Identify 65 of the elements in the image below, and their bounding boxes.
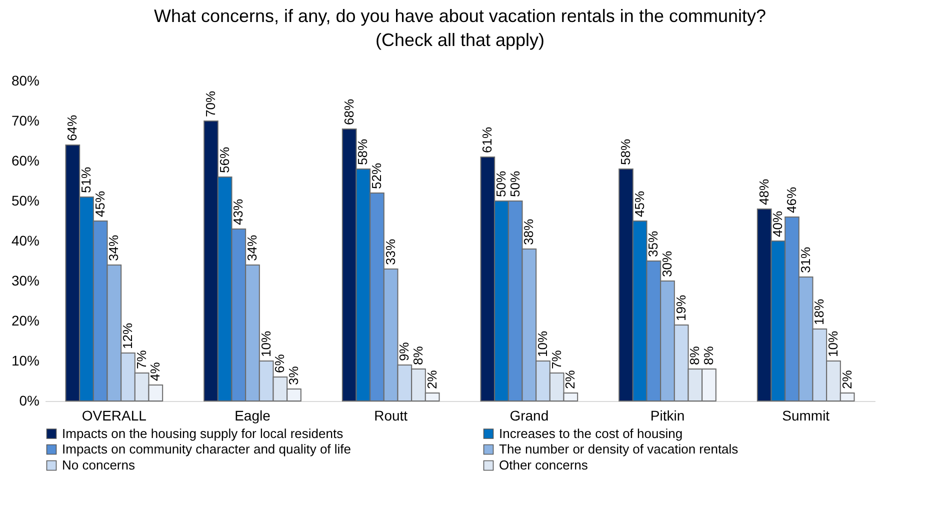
data-label: 10% [826,330,840,357]
data-label: 58% [355,138,370,165]
data-label: 19% [673,294,688,321]
chart-subtitle: (Check all that apply) [375,30,545,50]
data-label: 10% [535,330,550,357]
data-label: 52% [369,162,384,189]
data-label: 58% [618,138,633,165]
data-label: 34% [244,234,260,261]
data-label: 7% [134,350,149,369]
legend-label: Increases to the cost of housing [499,426,683,441]
legend-label: Impacts on the housing supply for local residents [62,426,344,441]
data-label: 18% [812,298,827,325]
data-label: 30% [660,250,674,277]
y-tick-label: 80% [11,72,40,88]
data-label: 31% [798,246,813,273]
data-label: 48% [756,178,772,205]
y-tick-label: 60% [11,152,40,168]
x-tick-label: OVERALL [82,408,147,424]
data-label: 2% [424,370,440,389]
x-tick-label: Routt [374,408,408,424]
data-label: 35% [646,230,661,257]
y-tick-label: 30% [11,272,40,288]
data-label: 2% [562,370,578,389]
data-label: 3% [286,366,301,385]
data-label: 12% [120,322,135,349]
y-tick-label: 40% [11,232,40,248]
data-label: 6% [272,354,288,373]
data-label: 61% [480,126,495,153]
data-label: 33% [382,238,398,265]
data-label: 43% [230,198,246,225]
data-label: 34% [106,234,122,261]
data-label: 8% [410,346,426,365]
data-label: 8% [687,346,702,365]
data-label: 46% [784,186,799,213]
y-tick-label: 50% [11,192,40,208]
y-tick-label: 20% [11,312,40,328]
y-tick-label: 70% [11,112,40,128]
data-label: 45% [632,190,647,217]
data-label: 40% [770,210,786,237]
data-label: 50% [507,170,522,197]
chart-title: What concerns, if any, do you have about vacation rentals in the community? [154,6,766,26]
data-label: 68% [341,98,356,125]
legend-label: Impacts on community character and quality of life [62,442,352,456]
data-label: 56% [216,146,232,173]
data-label: 7% [548,350,564,369]
legend-label: Other concerns [499,458,588,472]
data-label: 8% [701,346,716,365]
data-label: 9% [396,342,412,361]
data-label: 50% [494,170,508,197]
data-label: 2% [839,370,854,389]
x-tick-label: Eagle [234,408,271,424]
x-tick-label: Grand [510,408,549,424]
data-label: 10% [258,330,274,357]
x-tick-label: Pitkin [650,408,685,424]
data-label: 51% [78,166,94,193]
data-label: 38% [521,218,536,245]
legend-label: No concerns [62,458,136,472]
data-label: 64% [64,114,80,141]
y-tick-label: 0% [19,392,40,408]
x-tick-label: Summit [782,408,830,424]
legend-label: The number or density of vacation rentals [499,442,739,456]
data-label: 70% [203,90,218,117]
data-label: 4% [148,362,163,381]
y-tick-label: 10% [11,352,40,368]
data-label: 45% [92,190,108,217]
